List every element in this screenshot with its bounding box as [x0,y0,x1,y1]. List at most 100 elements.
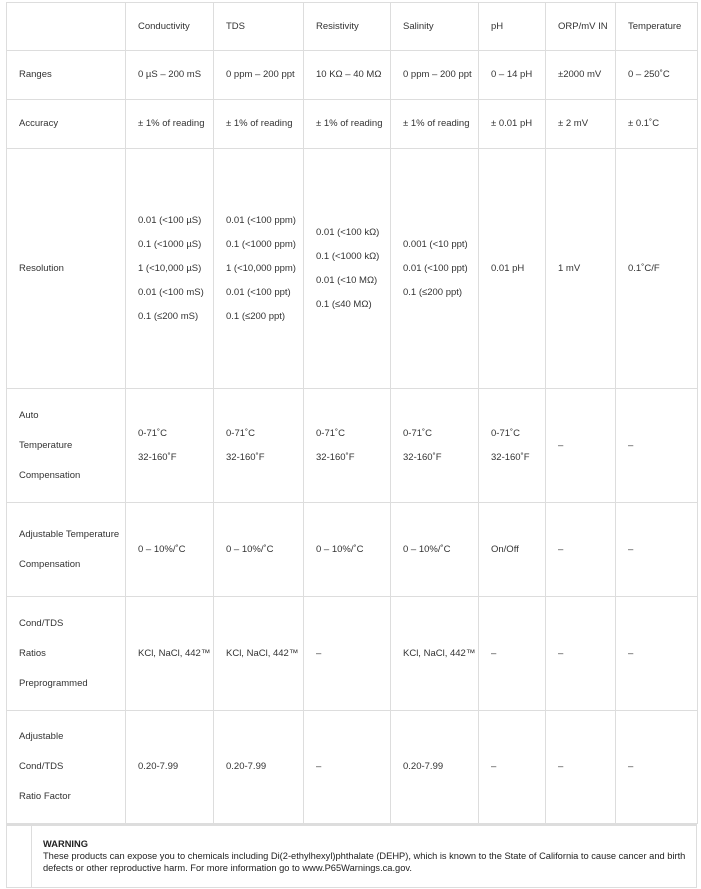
table-cell: 0.1˚C/F [615,148,698,389]
table-cell: ± 1% of reading [213,99,304,149]
table-cell: – [545,388,616,503]
column-header: Conductivity [125,2,214,51]
table-cell: – [615,502,698,597]
row-label-line: Cond/TDS [19,617,64,629]
cell-value: – [558,761,564,772]
row-label: Adjustable Temperature Compensation [6,502,126,597]
row-label-line: Cond/TDS [19,761,64,772]
table-cell: ±2000 mV [545,50,616,100]
table-row: Accuracy ± 1% of reading ± 1% of reading ± … [6,99,698,149]
table-cell: 0.01 pH [478,148,546,389]
table-cell: 1 mV [545,148,616,389]
table-cell: 0.20-7.99 [213,710,304,824]
cell-value: ± 2 mV [558,118,589,129]
cell-value: 32-160˚F [403,451,442,463]
cell-value: 0.01 (<100 kΩ) [316,226,380,238]
table-row: Cond/TDS Ratios Preprogrammed KCl, NaCl, 44… [6,596,698,711]
table-row: Resolution 0.01 (<100 µS) 0.1 (<1000 µS) 1 … [6,148,698,389]
row-label: Cond/TDS Ratios Preprogrammed [6,596,126,711]
cell-value: 0 µS – 200 mS [138,69,202,80]
cell-value: 0.20-7.99 [403,761,444,772]
table-cell: – [478,710,546,824]
table-cell: 0 – 10%/˚C [125,502,214,597]
cell-value: – [558,543,564,555]
table-cell: 0.01 (<100 ppm) 0.1 (<1000 ppm) 1 (<10,000… [213,148,304,389]
cell-value: 0-71˚C [138,427,168,439]
column-header: Temperature [615,2,698,51]
table-cell: On/Off [478,502,546,597]
cell-value: 0 ppm – 200 ppt [226,69,295,80]
cell-value: 0.1 (<1000 ppm) [226,238,296,250]
cell-value: 32-160˚F [316,451,355,463]
table-cell: 0 ppm – 200 ppt [213,50,304,100]
table-cell: 0.01 (<100 µS) 0.1 (<1000 µS) 1 (<10,000 µ… [125,148,214,389]
cell-value: – [558,439,564,451]
table-cell: 0 – 10%/˚C [390,502,479,597]
cell-value: 0.1˚C/F [628,262,660,274]
cell-value: 0 – 10%/˚C [316,543,364,555]
cell-value: 0 – 10%/˚C [403,543,451,555]
cell-value: 1 mV [558,262,581,274]
cell-value: 10 KΩ – 40 MΩ [316,69,382,80]
column-header: Salinity [390,2,479,51]
cell-value: ± 1% of reading [226,118,293,129]
row-label: Accuracy [6,99,126,149]
cell-value: 32-160˚F [226,451,265,463]
table-cell: 0 – 10%/˚C [303,502,391,597]
cell-value: 0.1 (≤200 ppt) [403,286,463,298]
specifications-table: Conductivity TDS Resistivity Salinity pH ORP/… [6,2,698,824]
row-label-line: Compensation [19,558,81,570]
row-label-line: Adjustable [19,731,64,742]
cell-value: 0 ppm – 200 ppt [403,69,472,80]
table-cell: – [545,710,616,824]
cell-value: 0.20-7.99 [226,761,267,772]
cell-value: 0.01 (<100 ppt) [226,286,291,298]
table-cell: 0.001 (<10 ppt) 0.01 (<100 ppt) 0.1 (≤200 … [390,148,479,389]
table-cell: ± 2 mV [545,99,616,149]
cell-value: 0.20-7.99 [138,761,179,772]
cell-value: ± 1% of reading [316,118,383,129]
cell-value: 0-71˚C [491,427,521,439]
table-cell: 0 – 14 pH [478,50,546,100]
table-cell: 0 – 250˚C [615,50,698,100]
row-label-line: Auto [19,409,39,421]
row-label-line: Resolution [19,262,64,274]
cell-value: KCl, NaCl, 442™ [226,647,299,659]
table-row: Ranges 0 µS – 200 mS 0 ppm – 200 ppt 10 KΩ … [6,50,698,100]
cell-value: ±2000 mV [558,69,602,80]
column-header: Resistivity [303,2,391,51]
cell-value: 0.1 (<1000 kΩ) [316,250,380,262]
cell-value: – [628,761,634,772]
row-label: Resolution [6,148,126,389]
cell-value: 0-71˚C [316,427,346,439]
table-row: Auto Temperature Compensation 0-71˚C 32-160˚… [6,388,698,503]
warning-title: WARNING [43,839,88,849]
row-label-line: Accuracy [19,118,59,129]
cell-value: 32-160˚F [138,451,177,463]
cell-value: 0.1 (≤200 ppt) [226,310,286,322]
cell-value: ± 0.01 pH [491,118,533,129]
table-cell: 0.20-7.99 [125,710,214,824]
table-cell: 0-71˚C 32-160˚F [390,388,479,503]
table-cell: 0 µS – 200 mS [125,50,214,100]
row-label: Adjustable Cond/TDS Ratio Factor [6,710,126,824]
cell-value: – [558,647,564,659]
cell-value: KCl, NaCl, 442™ [403,647,476,659]
table-cell: KCl, NaCl, 442™ [213,596,304,711]
table-cell: 0 – 10%/˚C [213,502,304,597]
table-cell: – [545,502,616,597]
cell-value: 0-71˚C [403,427,433,439]
cell-value: 0 – 14 pH [491,69,533,80]
table-cell: – [303,710,391,824]
cell-value: ± 0.1˚C [628,118,660,129]
row-label-line: Preprogrammed [19,677,88,689]
table-cell: – [478,596,546,711]
row-label-line: Adjustable Temperature [19,528,120,540]
row-label-line: Temperature [19,439,73,451]
cell-value: 0.1 (≤200 mS) [138,310,199,322]
table-cell: 0.01 (<100 kΩ) 0.1 (<1000 kΩ) 0.01 (<10 MΩ… [303,148,391,389]
table-cell: KCl, NaCl, 442™ [125,596,214,711]
row-label-line: Ratio Factor [19,791,71,802]
cell-value: 0-71˚C [226,427,256,439]
header-corner [6,2,126,51]
